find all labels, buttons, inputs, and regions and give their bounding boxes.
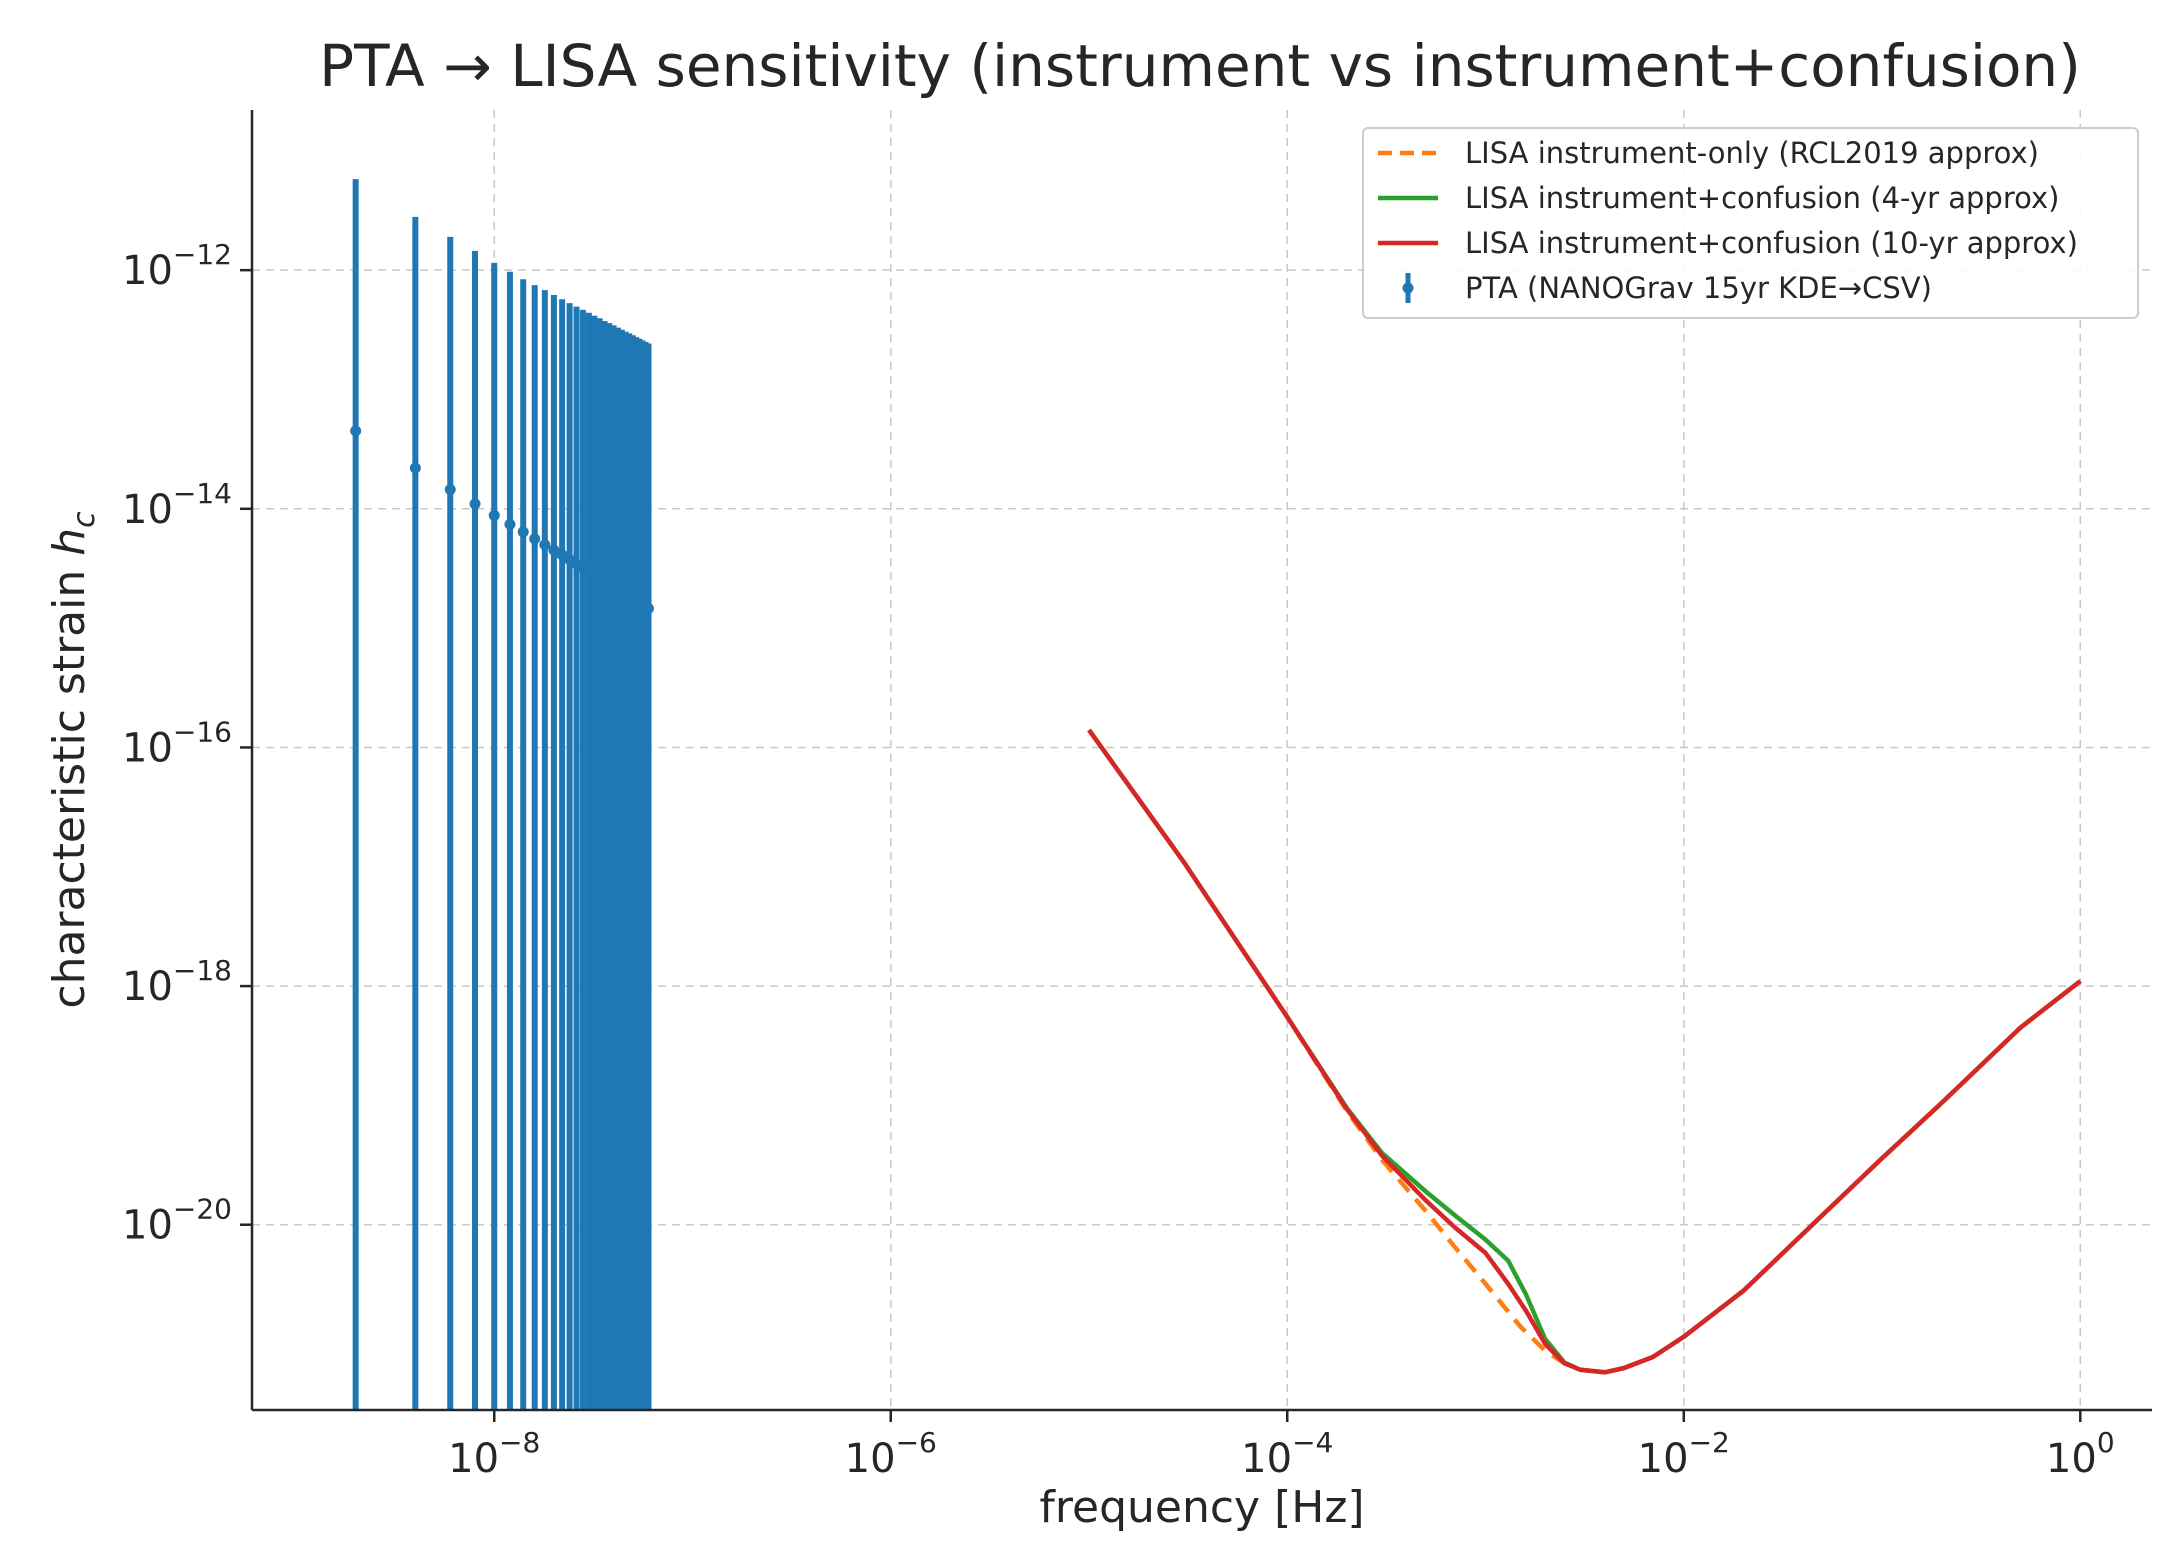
pta-point-9 [548, 544, 560, 556]
pta-point-2 [444, 484, 456, 496]
legend-frame [1362, 127, 2139, 319]
y-tick-label-4: 10−20 [122, 1193, 232, 1249]
legend-label-2: LISA instrument+confusion (10-yr approx) [1465, 226, 2078, 260]
x-tick-exp-1: −6 [896, 1426, 937, 1459]
legend-item-0: LISA instrument-only (RCL2019 approx) [1378, 136, 2039, 170]
x-tick-exp-0: −8 [499, 1426, 540, 1459]
legend-label-1: LISA instrument+confusion (4-yr approx) [1465, 181, 2059, 215]
x-tick-label-3: 10−2 [1638, 1426, 1730, 1482]
y-axis-label-text: characteristic strain [44, 570, 95, 1009]
series-3 [350, 179, 655, 1410]
x-tick-exp-4: 0 [2097, 1426, 2115, 1459]
x-tick-label-2: 10−4 [1241, 1426, 1333, 1482]
y-tick-exp-3: −18 [173, 954, 232, 987]
pta-point-1 [409, 462, 421, 474]
x-tick-exp-2: −4 [1292, 1426, 1333, 1459]
x-axis-label: frequency [Hz] [1039, 1482, 1364, 1533]
pta-point-29 [643, 603, 655, 615]
x-tick-base-4: 10 [2046, 1436, 2097, 1482]
legend-item-2: LISA instrument+confusion (10-yr approx) [1378, 226, 2078, 260]
chart-title: PTA → LISA sensitivity (instrument vs in… [319, 32, 2081, 100]
legend-item-1: LISA instrument+confusion (4-yr approx) [1378, 181, 2059, 215]
series-1 [1087, 728, 2082, 1375]
x-tick-label-0: 10−8 [448, 1426, 540, 1482]
y-axis-label-subscript: c [67, 511, 102, 528]
pta-point-8 [539, 539, 551, 551]
pta-point-0 [350, 425, 362, 437]
x-tick-base-1: 10 [845, 1436, 896, 1482]
series-layer [350, 179, 2082, 1410]
pta-point-5 [504, 518, 516, 530]
y-tick-base-0: 10 [122, 248, 173, 294]
y-tick-exp-2: −16 [173, 715, 232, 748]
legend-label-0: LISA instrument-only (RCL2019 approx) [1465, 136, 2039, 170]
y-tick-exp-0: −12 [173, 238, 232, 271]
y-tick-base-3: 10 [122, 964, 173, 1010]
pta-point-3 [469, 498, 481, 510]
pta-point-7 [529, 533, 541, 545]
y-tick-base-2: 10 [122, 725, 173, 771]
x-tick-base-0: 10 [448, 1436, 499, 1482]
pta-point-6 [517, 526, 529, 538]
y-tick-base-4: 10 [122, 1203, 173, 1249]
legend-item-3: PTA (NANOGrav 15yr KDE→CSV) [1402, 271, 1932, 305]
pta-point-4 [488, 509, 500, 521]
x-tick-exp-3: −2 [1689, 1426, 1730, 1459]
series-2 [1087, 728, 2082, 1375]
y-tick-label-0: 10−12 [122, 238, 232, 294]
x-ticks: 10−8 10−6 10−4 10−2 100 [448, 1410, 2115, 1482]
y-tick-label-3: 10−18 [122, 954, 232, 1010]
y-tick-base-1: 10 [122, 487, 173, 533]
x-tick-base-3: 10 [1638, 1436, 1689, 1482]
series-0 [1087, 728, 2082, 1375]
series-line-2 [1087, 728, 2082, 1375]
legend: LISA instrument-only (RCL2019 approx) LIS… [1362, 127, 2139, 319]
series-line-0 [1087, 728, 2082, 1375]
y-tick-label-1: 10−14 [122, 477, 232, 533]
x-tick-label-4: 100 [2046, 1426, 2115, 1482]
y-tick-label-2: 10−16 [122, 715, 232, 771]
y-axis-label: characteristic strain hc [44, 511, 102, 1009]
legend-label-3: PTA (NANOGrav 15yr KDE→CSV) [1465, 271, 1932, 305]
y-tick-exp-4: −20 [173, 1193, 232, 1226]
x-tick-base-2: 10 [1241, 1436, 1292, 1482]
series-line-1 [1087, 728, 2082, 1375]
x-tick-label-1: 10−6 [845, 1426, 937, 1482]
y-axis-label-symbol: h [44, 528, 95, 556]
legend-swatch-marker-3 [1402, 282, 1414, 294]
y-tick-exp-1: −14 [173, 477, 232, 510]
